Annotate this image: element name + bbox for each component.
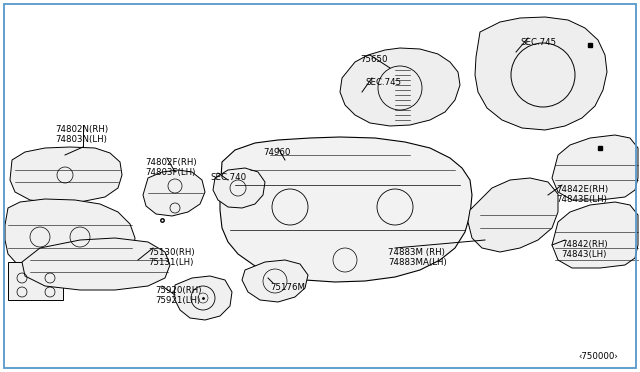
- Text: 75920(RH)
75921(LH): 75920(RH) 75921(LH): [155, 286, 202, 305]
- Text: 75130(RH)
75131(LH): 75130(RH) 75131(LH): [148, 248, 195, 267]
- Text: ‹750000›: ‹750000›: [579, 352, 618, 361]
- Polygon shape: [213, 168, 265, 208]
- Text: SEC.745: SEC.745: [520, 38, 556, 47]
- Polygon shape: [552, 135, 638, 200]
- Text: 74842E(RH)
74843E(LH): 74842E(RH) 74843E(LH): [556, 185, 608, 204]
- Text: SEC.740: SEC.740: [210, 173, 246, 182]
- Polygon shape: [220, 137, 472, 282]
- Polygon shape: [468, 178, 558, 252]
- Polygon shape: [242, 260, 308, 302]
- Text: 74842(RH)
74843(LH): 74842(RH) 74843(LH): [561, 240, 607, 259]
- Polygon shape: [475, 17, 607, 130]
- Text: 75650: 75650: [360, 55, 387, 64]
- Polygon shape: [174, 276, 232, 320]
- Bar: [8, 262, 63, 300]
- Polygon shape: [143, 170, 205, 216]
- Text: SEC.745: SEC.745: [365, 78, 401, 87]
- Text: 74802F(RH)
74803F(LH): 74802F(RH) 74803F(LH): [145, 158, 196, 177]
- Text: 74960: 74960: [263, 148, 291, 157]
- Text: 74883M (RH)
74883MA(LH): 74883M (RH) 74883MA(LH): [388, 248, 447, 267]
- Text: 75176M: 75176M: [270, 283, 305, 292]
- Polygon shape: [22, 238, 170, 290]
- Polygon shape: [5, 199, 135, 275]
- Polygon shape: [552, 202, 638, 268]
- Text: 74802N(RH)
74803N(LH): 74802N(RH) 74803N(LH): [55, 125, 108, 144]
- Polygon shape: [10, 147, 122, 203]
- Polygon shape: [340, 48, 460, 126]
